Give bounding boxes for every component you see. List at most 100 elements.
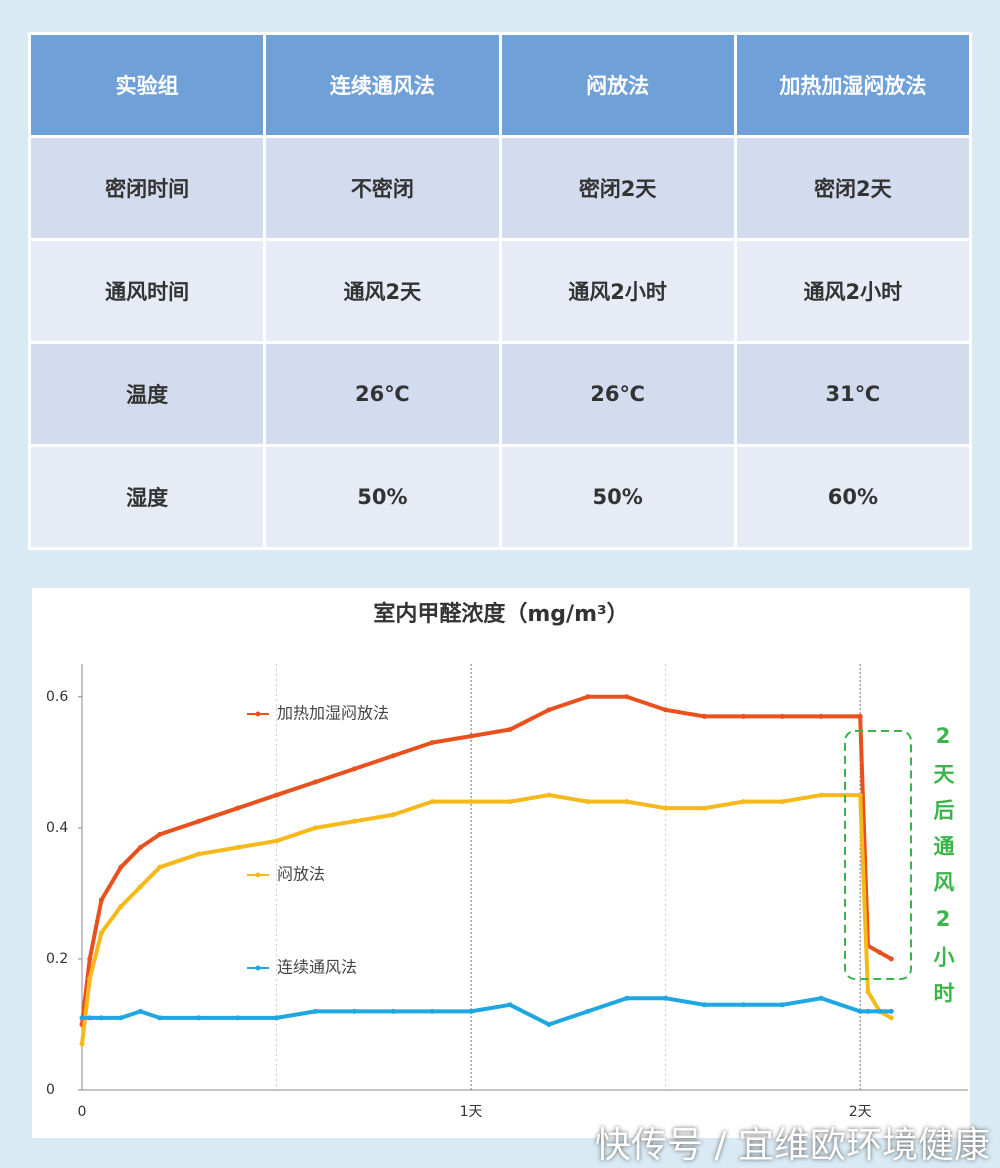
chart: 室内甲醛浓度（mg/m³） 0 1天 2天 0 0.2 0.4 0.6 加热加湿闷放法闷放法连… [32, 588, 970, 1138]
point [779, 713, 785, 719]
point [390, 812, 396, 818]
point [137, 1008, 143, 1014]
y-tick-label: 0.6 [46, 689, 68, 705]
point [429, 799, 435, 805]
table-cell: 26℃ [263, 341, 502, 447]
data-table: 实验组 连续通风法 闷放法 加热加湿闷放法 密闭时间 不密闭 密闭2天 密闭2天 通风时… [27, 32, 973, 550]
table-cell: 不密闭 [263, 135, 502, 241]
table-cell: 31℃ [733, 341, 973, 447]
point [196, 1015, 202, 1021]
table-cell: 50% [498, 444, 737, 550]
point [137, 884, 143, 890]
point [624, 799, 630, 805]
legend-marker [255, 711, 261, 717]
point [274, 1015, 280, 1021]
point [857, 713, 863, 719]
point [118, 903, 124, 909]
x-tick-label: 1天 [460, 1104, 483, 1120]
legend-label: 连续通风法 [277, 958, 357, 977]
point [196, 851, 202, 857]
point [585, 799, 591, 805]
header-row: 实验组 连续通风法 闷放法 加热加湿闷放法 [27, 32, 973, 138]
table-cell: 密闭时间 [27, 135, 267, 241]
point [740, 799, 746, 805]
point [157, 1015, 163, 1021]
point [98, 1015, 104, 1021]
point [79, 1015, 85, 1021]
point [818, 995, 824, 1001]
point [157, 831, 163, 837]
y-tick-label: 0.4 [46, 820, 68, 836]
point [888, 1008, 894, 1014]
x-tick-label: 0 [78, 1104, 87, 1120]
header-cell: 连续通风法 [263, 32, 502, 138]
point [740, 1002, 746, 1008]
point [390, 753, 396, 759]
point [118, 864, 124, 870]
series-line [80, 694, 893, 1025]
point [818, 792, 824, 798]
point [818, 713, 824, 719]
x-tick-label: 2天 [849, 1104, 872, 1120]
legend-label: 加热加湿闷放法 [277, 704, 389, 723]
point [877, 949, 883, 955]
point [468, 733, 474, 739]
point [157, 864, 163, 870]
point [351, 818, 357, 824]
point [507, 727, 513, 733]
header-cell: 实验组 [27, 32, 267, 138]
header-cell: 加热加湿闷放法 [733, 32, 973, 138]
point [274, 792, 280, 798]
point [702, 805, 708, 811]
point [235, 845, 241, 851]
table-cell: 密闭2天 [498, 135, 737, 241]
legend-label: 闷放法 [277, 865, 325, 884]
point [235, 805, 241, 811]
point [274, 838, 280, 844]
series-line [82, 996, 892, 1027]
table-cell: 通风2小时 [733, 238, 973, 344]
point [390, 1008, 396, 1014]
point [118, 1015, 124, 1021]
point [312, 1008, 318, 1014]
table-cell: 温度 [27, 341, 267, 447]
point [507, 799, 513, 805]
point [585, 1008, 591, 1014]
point [98, 930, 104, 936]
point [87, 976, 93, 982]
table-cell: 26℃ [498, 341, 737, 447]
point [740, 713, 746, 719]
point [888, 1015, 894, 1021]
point [663, 707, 669, 713]
point [312, 779, 318, 785]
point [546, 792, 552, 798]
point [312, 825, 318, 831]
header-cell: 闷放法 [498, 32, 737, 138]
chart-title: 室内甲醛浓度（mg/m³） [373, 601, 628, 627]
point [624, 995, 630, 1001]
point [888, 956, 894, 962]
point [546, 1021, 552, 1027]
point [779, 1002, 785, 1008]
table-row: 湿度 50% 50% 60% [27, 444, 973, 550]
point [137, 845, 143, 851]
annotation: 2天后通风2小时 [931, 724, 955, 1018]
point [702, 713, 708, 719]
point [624, 694, 630, 700]
point [779, 799, 785, 805]
point [87, 956, 93, 962]
point [865, 989, 871, 995]
point [507, 1002, 513, 1008]
table-cell: 湿度 [27, 444, 267, 550]
point [351, 766, 357, 772]
point [429, 740, 435, 746]
y-tick-label: 0.2 [46, 951, 68, 967]
watermark: 快传号 / 宜维欧环境健康 [594, 1125, 990, 1166]
point [857, 1008, 863, 1014]
point [429, 1008, 435, 1014]
table-row: 温度 26℃ 26℃ 31℃ [27, 341, 973, 447]
legend-marker [255, 965, 261, 971]
point [468, 1008, 474, 1014]
point [196, 818, 202, 824]
table-cell: 通风2小时 [498, 238, 737, 344]
